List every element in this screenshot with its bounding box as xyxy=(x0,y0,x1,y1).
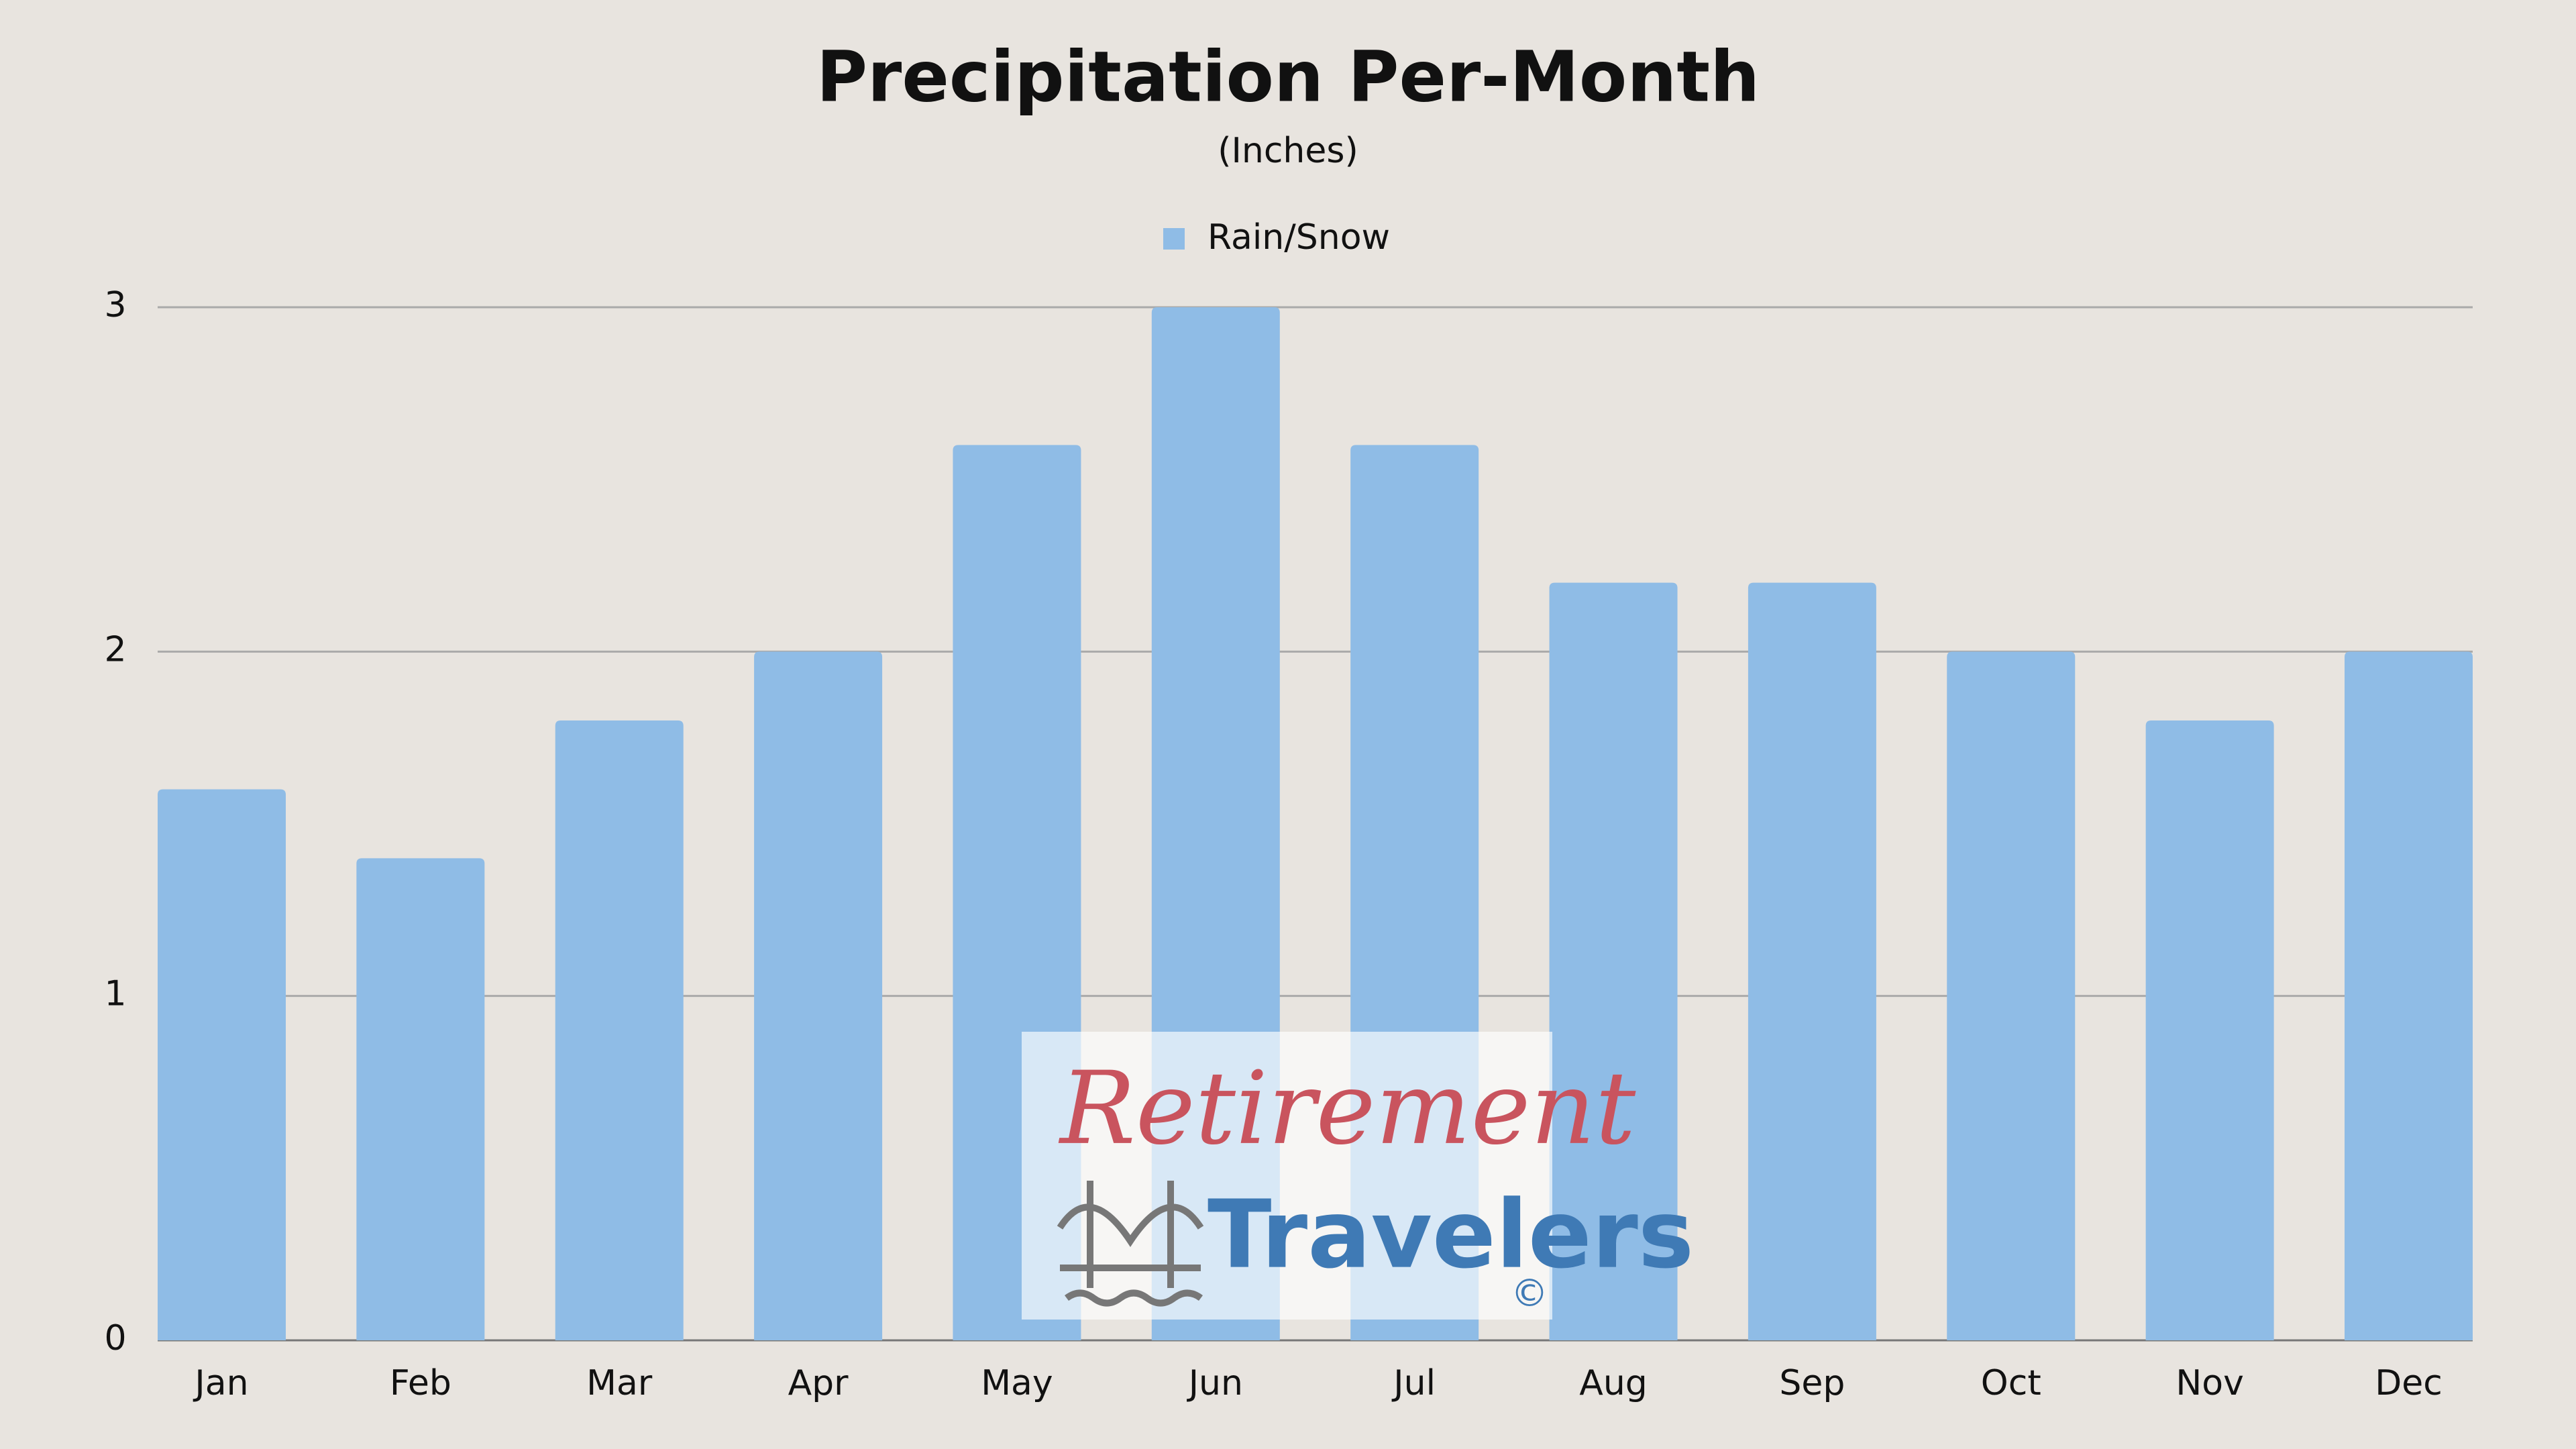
x-tick-label: Aug xyxy=(1579,1363,1648,1403)
bar xyxy=(158,789,286,1340)
x-tick-label: Sep xyxy=(1779,1363,1845,1403)
watermark-box xyxy=(1022,1032,1552,1320)
x-tick-label: Dec xyxy=(2375,1363,2443,1403)
legend-swatch xyxy=(1163,228,1185,250)
bridge-tower xyxy=(1057,1181,1204,1307)
x-tick-label: Feb xyxy=(390,1363,451,1403)
x-tick-label: Jul xyxy=(1391,1363,1436,1403)
bar xyxy=(754,651,883,1341)
watermark-mark: © xyxy=(1511,1272,1548,1316)
y-tick-label: 2 xyxy=(104,629,126,669)
bar xyxy=(356,858,485,1340)
legend-label: Rain/Snow xyxy=(1208,217,1390,258)
y-tick-label: 0 xyxy=(104,1318,126,1358)
x-tick-label: May xyxy=(981,1363,1053,1403)
bar xyxy=(555,720,684,1340)
bar xyxy=(2345,651,2473,1341)
bar xyxy=(1549,582,1678,1340)
x-tick-label: Nov xyxy=(2176,1363,2244,1403)
y-tick-label: 3 xyxy=(104,285,126,325)
bridge-icon xyxy=(1057,1181,1204,1307)
x-tick-label: Apr xyxy=(788,1363,849,1403)
watermark-line1: Retirement xyxy=(1058,1051,1636,1167)
x-tick-label: Jan xyxy=(193,1363,248,1403)
x-tick-label: Mar xyxy=(586,1363,653,1403)
bar xyxy=(1947,651,2076,1341)
bar xyxy=(1748,582,1876,1340)
watermark-line2: Travelers xyxy=(1208,1181,1694,1290)
x-tick-label: Oct xyxy=(1981,1363,2041,1403)
chart-title: Precipitation Per-Month xyxy=(816,36,1760,117)
chart-subtitle: (Inches) xyxy=(1218,131,1358,171)
y-tick-label: 1 xyxy=(104,974,126,1014)
x-tick-label: Jun xyxy=(1187,1363,1243,1403)
bar xyxy=(2145,720,2274,1340)
